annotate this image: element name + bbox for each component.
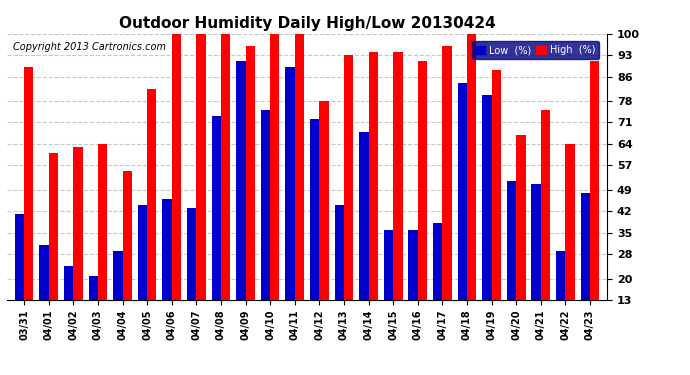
Bar (88, 276, 98, 340)
Bar (138, 205, 147, 340)
Bar (113, 251, 123, 340)
Bar (310, 120, 319, 340)
Bar (344, 55, 353, 340)
Bar (14, 214, 24, 340)
Bar (319, 101, 328, 340)
Bar (531, 184, 541, 340)
Bar (147, 89, 157, 340)
Bar (491, 70, 501, 340)
Bar (384, 230, 393, 340)
Bar (98, 144, 107, 340)
Legend: Low  (%), High  (%): Low (%), High (%) (472, 41, 600, 59)
Bar (187, 208, 197, 340)
Title: Outdoor Humidity Daily High/Low 20130424: Outdoor Humidity Daily High/Low 20130424 (119, 16, 495, 31)
Bar (516, 135, 526, 340)
Bar (482, 95, 491, 340)
Bar (39, 245, 49, 340)
Bar (64, 266, 73, 340)
Bar (565, 144, 575, 340)
Bar (541, 110, 550, 340)
Bar (507, 181, 516, 340)
Bar (49, 153, 58, 340)
Bar (73, 147, 83, 340)
Bar (433, 224, 442, 340)
Bar (221, 34, 230, 340)
Bar (24, 68, 34, 340)
Bar (408, 230, 417, 340)
Bar (236, 61, 246, 340)
Text: Copyright 2013 Cartronics.com: Copyright 2013 Cartronics.com (13, 42, 166, 52)
Bar (261, 110, 270, 340)
Bar (162, 199, 172, 340)
Bar (295, 34, 304, 340)
Bar (172, 34, 181, 340)
Bar (359, 132, 368, 340)
Bar (467, 34, 476, 340)
Bar (246, 46, 255, 340)
Bar (590, 61, 600, 340)
Bar (457, 83, 467, 340)
Bar (197, 34, 206, 340)
Bar (556, 251, 565, 340)
Bar (335, 205, 344, 340)
Bar (123, 171, 132, 340)
Bar (286, 68, 295, 340)
Bar (417, 61, 427, 340)
Bar (368, 52, 378, 340)
Bar (270, 34, 279, 340)
Bar (580, 193, 590, 340)
Bar (442, 46, 452, 340)
Bar (393, 52, 402, 340)
Bar (212, 116, 221, 340)
